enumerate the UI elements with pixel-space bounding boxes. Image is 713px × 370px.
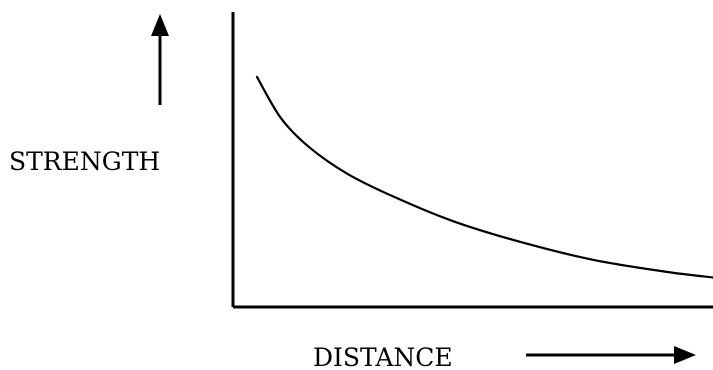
series-line (255, 75, 713, 279)
x-axis-label: DISTANCE (313, 343, 453, 370)
y-axis-label: STRENGTH (9, 147, 160, 176)
x-arrow-head-icon (674, 346, 696, 364)
y-arrow-head-icon (151, 14, 169, 36)
